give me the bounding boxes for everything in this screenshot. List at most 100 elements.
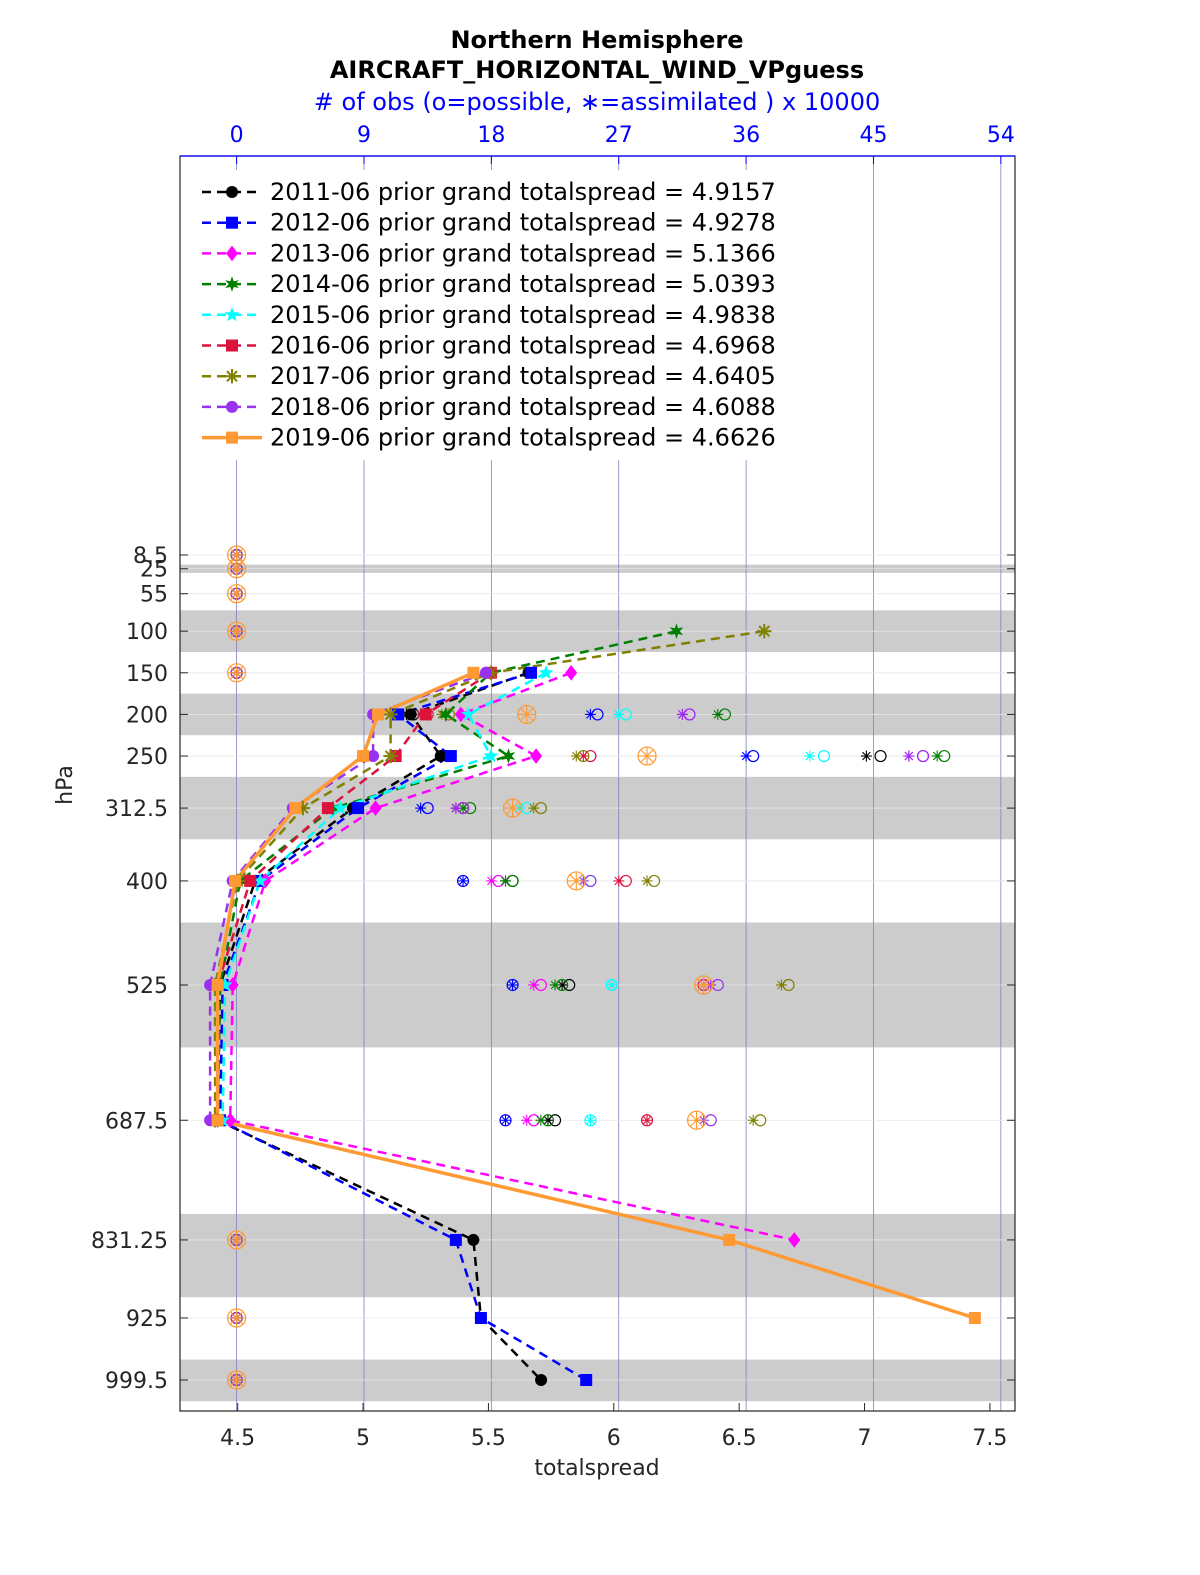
series-point-2015-06 xyxy=(460,706,476,721)
series-line-2015-06 xyxy=(221,671,547,1121)
assimilated-obs-2012-06-stroke xyxy=(741,751,751,761)
assimilated-obs-2012-06-stroke xyxy=(508,980,517,990)
assimilated-obs-2016-06-stroke xyxy=(642,1115,652,1125)
top-tick-label: 45 xyxy=(859,123,887,148)
series-point-2012-06 xyxy=(474,1311,487,1324)
assimilated-obs-2019-06-stroke xyxy=(640,749,654,763)
series-point-2012-06 xyxy=(392,708,405,721)
series-point-2012-06 xyxy=(525,666,538,679)
series-point-2013-06 xyxy=(224,1112,237,1129)
assimilated-obs-2019-06-stroke xyxy=(229,666,244,680)
band-5 xyxy=(180,1213,1015,1298)
series-point-2015-06 xyxy=(483,748,499,763)
assimilated-obs-2019-06-stroke xyxy=(519,707,534,722)
y-tick-label: 831.25 xyxy=(91,1229,168,1254)
series-point-2019-06 xyxy=(968,1311,981,1324)
top-tick-label: 0 xyxy=(230,123,244,148)
y-tick-label: 25 xyxy=(140,558,168,583)
x-tick-label: 7.5 xyxy=(972,1426,1007,1451)
legend-entry-2011-06: 2011-06 prior grand totalspread = 4.9157 xyxy=(270,178,776,206)
legend-marker-2017-06-stroke xyxy=(226,370,238,382)
series-point-2013-06 xyxy=(788,1232,801,1248)
assimilated-obs-2019-06 xyxy=(687,1111,706,1130)
assimilated-obs-2013-06-stroke xyxy=(529,980,539,990)
assimilated-obs-2014-06 xyxy=(535,1114,547,1126)
assimilated-obs-2018-06-stroke xyxy=(904,751,914,761)
assimilated-obs-2014-06-stroke xyxy=(932,751,942,761)
assimilated-obs-2013-06-stroke xyxy=(522,1115,532,1125)
assimilated-obs-2012-06-stroke xyxy=(458,876,468,886)
assimilated-obs-2019-06-stroke xyxy=(229,561,244,576)
assimilated-obs-2013-06 xyxy=(485,875,497,887)
assimilated-obs-2017-06 xyxy=(528,802,540,814)
assimilated-obs-2011-06-stroke xyxy=(543,1115,553,1125)
series-point-2015-06 xyxy=(333,800,348,815)
assimilated-obs-2019-06-stroke xyxy=(505,801,520,815)
assimilated-obs-2011-06 xyxy=(860,750,872,762)
series-line-2012-06 xyxy=(218,671,587,1382)
legend-entry-2017-06: 2017-06 prior grand totalspread = 4.6405 xyxy=(270,362,776,390)
assimilated-obs-2015-06-stroke xyxy=(614,710,624,719)
y-tick-label: 200 xyxy=(126,703,168,728)
assimilated-obs-2012-06 xyxy=(507,979,519,991)
assimilated-obs-2017-06-stroke xyxy=(642,876,652,886)
assimilated-obs-2015-06 xyxy=(613,708,625,720)
assimilated-obs-2012-06-stroke xyxy=(586,710,595,719)
series-point-2017-06-stroke xyxy=(384,708,397,721)
series-line-2018-06 xyxy=(208,671,487,1121)
assimilated-obs-2016-06 xyxy=(613,875,625,887)
legend-entry-2013-06: 2013-06 prior grand totalspread = 5.1366 xyxy=(270,239,776,267)
band-6 xyxy=(180,1359,1015,1402)
assimilated-obs-2019-06 xyxy=(503,799,522,818)
assimilated-obs-2017-06-stroke xyxy=(777,980,786,990)
legend-marker-2014-06 xyxy=(225,276,239,292)
assimilated-obs-2019-06-stroke xyxy=(696,978,711,992)
series-point-2014-06 xyxy=(669,623,684,639)
assimilated-obs-2019-06 xyxy=(517,705,536,724)
legend-entry-2014-06: 2014-06 prior grand totalspread = 5.0393 xyxy=(270,270,776,298)
legend-marker-2012-06 xyxy=(226,216,238,229)
assimilated-obs-2015-06-stroke xyxy=(607,980,616,990)
series-point-2019-06 xyxy=(211,1114,224,1127)
legend: 2011-06 prior grand totalspread = 4.9157… xyxy=(190,170,810,460)
top-tick-label: 9 xyxy=(357,123,371,148)
assimilated-obs-2012-06 xyxy=(584,708,596,720)
series-point-2013-06 xyxy=(565,664,578,681)
assimilated-obs-2016-06-stroke xyxy=(614,876,624,886)
series-point-2016-06 xyxy=(321,802,334,815)
assimilated-obs-2014-06 xyxy=(500,875,512,887)
series-point-2017-06 xyxy=(383,748,398,764)
assimilated-obs-2019-06 xyxy=(227,622,246,641)
assimilated-obs-2012-06 xyxy=(500,1114,512,1126)
legend-entry-2012-06: 2012-06 prior grand totalspread = 4.9278 xyxy=(270,209,776,237)
assimilated-obs-2019-06-stroke xyxy=(689,1113,704,1128)
series-point-2015-06 xyxy=(538,665,554,680)
y-axis-label: hPa xyxy=(53,765,78,805)
assimilated-obs-2014-06-stroke xyxy=(713,710,723,719)
series-point-2013-06 xyxy=(226,977,239,993)
possible-obs-2018-06 xyxy=(916,749,930,763)
y-tick-label: 55 xyxy=(140,583,168,608)
assimilated-obs-2017-06-stroke xyxy=(529,803,539,813)
assimilated-obs-2019-06 xyxy=(227,559,246,578)
series-point-2013-06 xyxy=(530,748,543,764)
assimilated-obs-2019-06 xyxy=(227,1308,246,1327)
assimilated-obs-2019-06-stroke xyxy=(229,1373,244,1387)
assimilated-obs-2019-06-stroke xyxy=(229,1233,244,1247)
top-axis-label: # of obs (o=possible, ∗=assimilated ) x … xyxy=(314,88,880,116)
assimilated-obs-2019-06-stroke xyxy=(229,586,244,601)
assimilated-obs-2015-06-stroke xyxy=(805,751,815,761)
assimilated-obs-2012-06-stroke xyxy=(501,1115,510,1125)
assimilated-obs-2019-06 xyxy=(567,871,586,890)
top-tick-label: 54 xyxy=(987,123,1015,148)
assimilated-obs-2012-06 xyxy=(415,802,427,814)
series-point-2013-06 xyxy=(454,706,467,723)
shaded-level-bands xyxy=(180,564,1015,1402)
series-point-2011-06 xyxy=(404,708,417,721)
top-tick-label: 18 xyxy=(477,123,505,148)
series-point-2017-06-stroke xyxy=(384,750,397,762)
series-point-2012-06 xyxy=(449,1233,462,1246)
assimilated-obs-2019-06 xyxy=(227,1371,246,1389)
assimilated-obs-2014-06 xyxy=(931,750,943,762)
